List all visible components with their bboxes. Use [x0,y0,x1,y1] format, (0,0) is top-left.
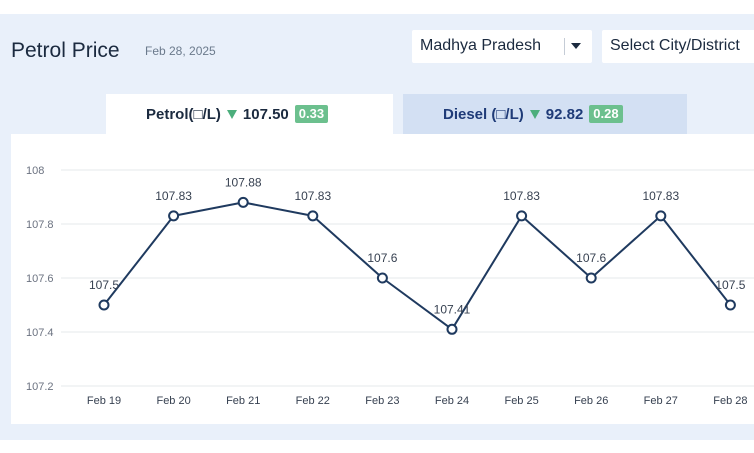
tab-petrol-price: 107.50 [242,105,289,123]
price-down-icon [529,109,540,119]
y-tick-label: 107.2 [26,381,54,393]
x-tick-label: Feb 26 [574,395,608,407]
y-tick-label: 107.8 [26,219,54,231]
data-label: 107.83 [294,189,331,203]
state-select-divider [564,38,565,55]
x-tick-label: Feb 25 [504,395,538,407]
data-label: 107.6 [367,251,397,265]
tab-petrol-label: Petrol(□/L) [146,105,221,123]
x-tick-label: Feb 28 [713,395,747,407]
x-tick-label: Feb 20 [156,395,190,407]
data-point [376,272,388,284]
x-tick-label: Feb 21 [226,395,260,407]
y-tick-label: 108 [26,165,44,177]
x-tick-label: Feb 27 [644,395,678,407]
tab-diesel-label: Diesel (□/L) [443,105,524,123]
price-down-icon [226,109,237,119]
data-point [446,323,458,335]
price-date: Feb 28, 2025 [145,44,216,58]
x-tick-label: Feb 19 [87,395,121,407]
x-tick-label: Feb 23 [365,395,399,407]
data-label: 107.6 [576,251,606,265]
tab-diesel[interactable]: Diesel (□/L) 92.82 0.28 [403,94,687,134]
city-select-placeholder: Select City/District [610,37,740,54]
y-tick-label: 107.4 [26,327,54,339]
data-label: 107.41 [434,302,471,316]
tab-diesel-change-badge: 0.28 [589,105,623,123]
x-tick-label: Feb 22 [296,395,330,407]
state-select[interactable]: Madhya Pradesh [412,30,592,63]
y-tick-label: 107.6 [26,273,54,285]
tab-petrol-change-badge: 0.33 [294,105,329,123]
price-chart-card: 107.2 107.4 107.6 107.8 108 Feb 19 Feb 20 Feb 2… [11,134,754,424]
data-label: 107.5 [89,278,119,292]
page-title: Petrol Price [11,39,120,62]
data-point [168,210,180,222]
tab-diesel-price: 92.82 [545,105,584,123]
x-tick-label: Feb 24 [435,395,469,407]
state-select-value: Madhya Pradesh [420,37,541,54]
data-label: 107.83 [155,189,192,203]
tab-petrol[interactable]: Petrol(□/L) 107.50 0.33 [106,94,393,134]
data-point [724,299,736,311]
series-line [103,201,732,331]
data-point [98,299,110,311]
data-point [307,210,319,222]
data-label: 107.88 [225,175,262,189]
city-select[interactable]: Select City/District [602,30,754,63]
data-point [655,210,667,222]
data-point [237,196,249,208]
data-label: 107.83 [503,189,540,203]
data-label: 107.5 [715,278,745,292]
data-point [585,272,597,284]
chevron-down-icon[interactable] [571,43,581,49]
price-line-chart: 107.2 107.4 107.6 107.8 108 Feb 19 Feb 20 Feb 2… [26,165,754,407]
data-label: 107.83 [642,189,679,203]
data-point [516,210,528,222]
